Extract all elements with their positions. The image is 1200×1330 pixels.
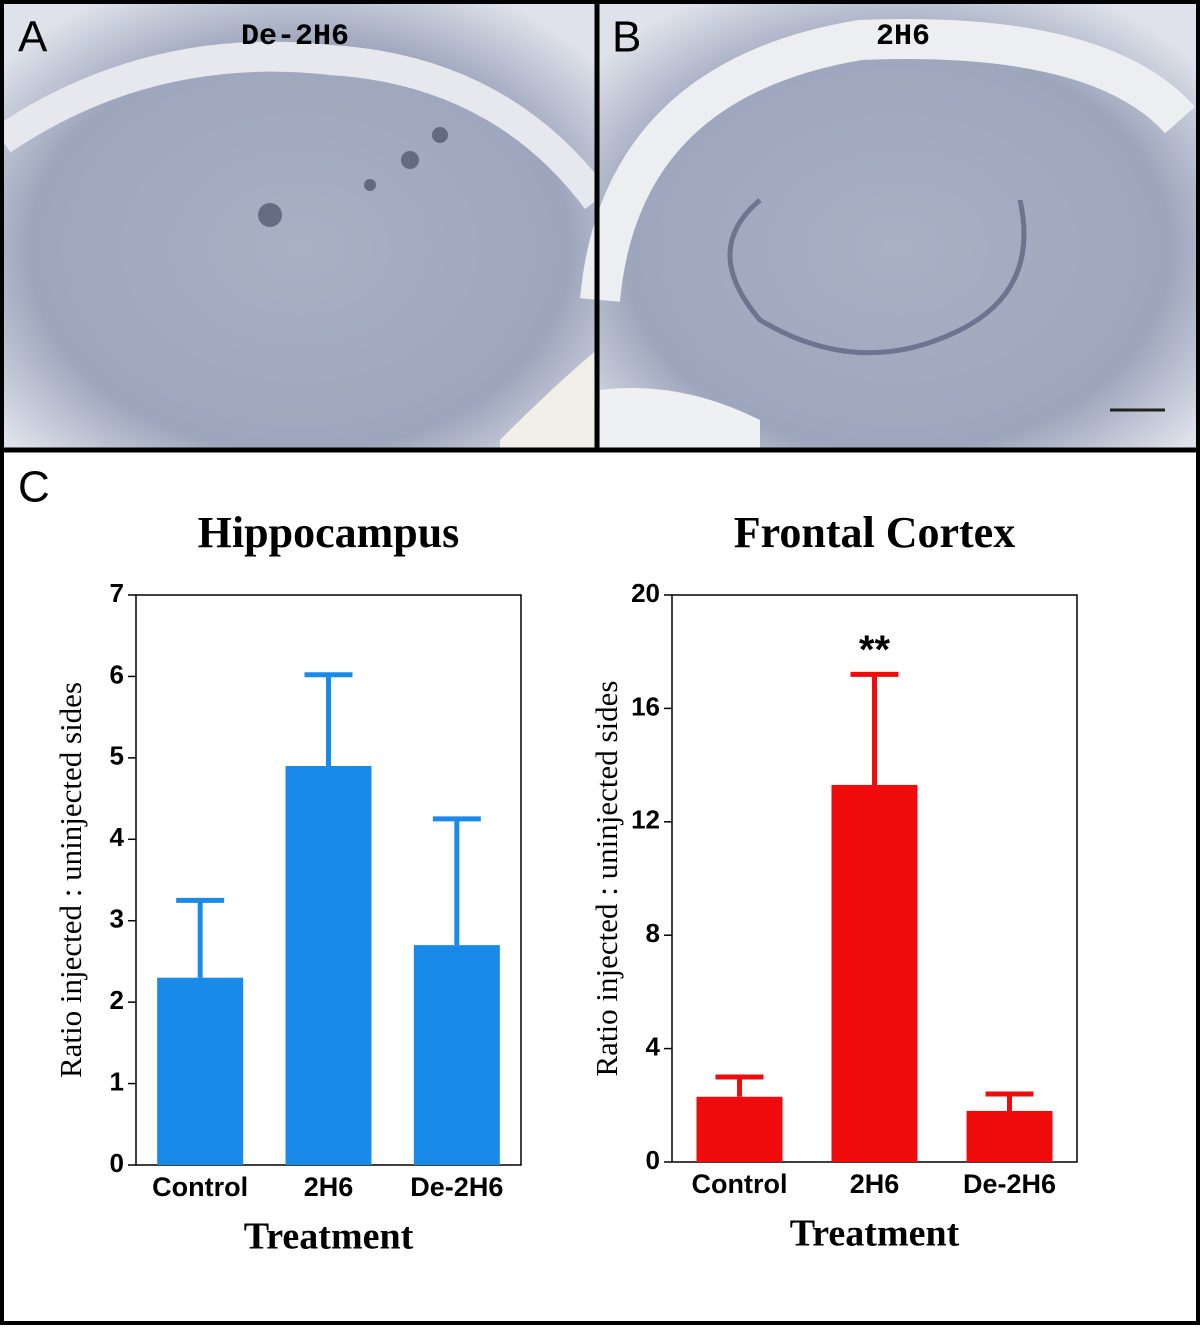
y-tick-label: 4 xyxy=(646,1031,661,1061)
panel-label: C xyxy=(18,463,50,512)
micrograph-b xyxy=(580,2,1198,450)
y-tick-label: 3 xyxy=(110,904,124,934)
x-axis-label: Treatment xyxy=(244,1216,414,1258)
chart-title: Frontal Cortex xyxy=(734,508,1015,557)
micrograph-a xyxy=(0,2,610,450)
y-tick-label: 20 xyxy=(631,578,660,608)
y-tick-label: 1 xyxy=(110,1066,124,1096)
error-bar xyxy=(432,816,481,946)
y-tick-label: 0 xyxy=(646,1145,660,1175)
x-tick-label: 2H6 xyxy=(850,1169,900,1199)
panel-caption: De-2H6 xyxy=(241,20,349,54)
error-bar xyxy=(176,897,225,978)
error-bar xyxy=(304,672,353,766)
panel-label: B xyxy=(612,13,641,62)
y-axis-label: Ratio injected : uninjected sides xyxy=(589,680,624,1076)
x-tick-label: De-2H6 xyxy=(410,1172,503,1202)
error-bar xyxy=(850,671,899,785)
y-tick-label: 2 xyxy=(110,985,124,1015)
error-bar xyxy=(715,1074,764,1097)
bar xyxy=(413,945,500,1165)
panel-caption: 2H6 xyxy=(876,20,930,54)
x-tick-label: 2H6 xyxy=(304,1172,354,1202)
x-tick-label: De-2H6 xyxy=(963,1169,1056,1199)
bar xyxy=(831,784,918,1162)
y-tick-label: 7 xyxy=(110,578,124,608)
panel-label: A xyxy=(18,13,48,62)
y-axis-label: Ratio injected : uninjected sides xyxy=(53,682,88,1078)
bar xyxy=(285,766,372,1165)
bar xyxy=(157,977,244,1165)
y-tick-label: 4 xyxy=(110,822,125,852)
y-tick-label: 6 xyxy=(110,659,124,689)
bar xyxy=(696,1096,783,1162)
x-axis-label: Treatment xyxy=(790,1213,960,1255)
annotation: ** xyxy=(859,628,891,672)
x-tick-label: Control xyxy=(692,1169,788,1199)
error-bar xyxy=(985,1091,1034,1111)
chart-title: Hippocampus xyxy=(198,508,460,557)
bar xyxy=(966,1110,1053,1162)
x-tick-label: Control xyxy=(152,1172,248,1202)
y-tick-label: 5 xyxy=(110,741,124,771)
y-tick-label: 12 xyxy=(631,805,660,835)
y-tick-label: 0 xyxy=(110,1148,124,1178)
y-tick-label: 8 xyxy=(646,918,660,948)
y-tick-label: 16 xyxy=(631,691,660,721)
